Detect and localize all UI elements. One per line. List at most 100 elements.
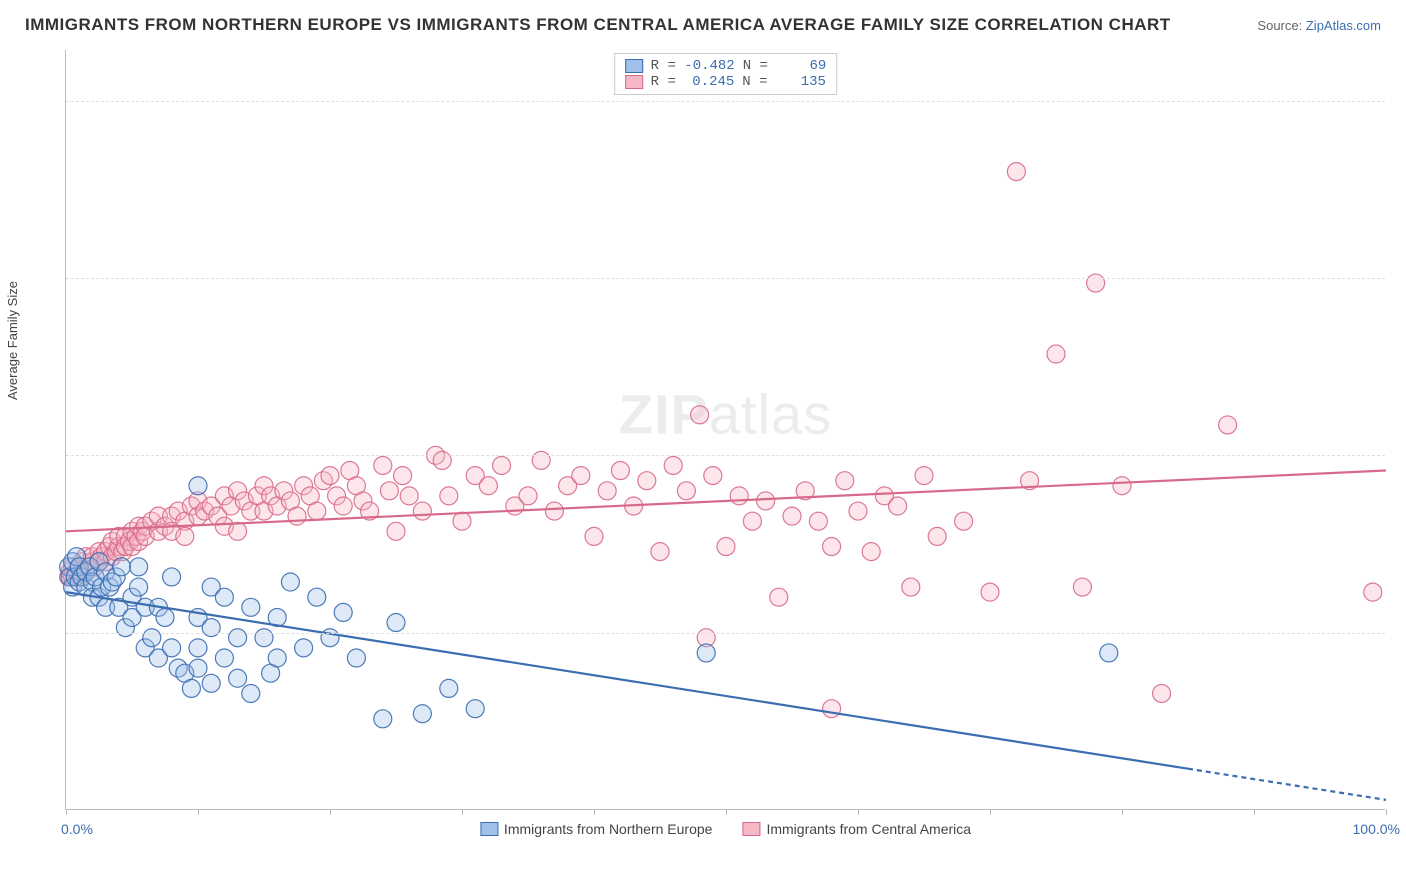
scatter-point (743, 512, 761, 530)
source-attribution: Source: ZipAtlas.com (1257, 18, 1381, 33)
scatter-point (757, 492, 775, 510)
scatter-point (823, 700, 841, 718)
scatter-point (915, 467, 933, 485)
scatter-point (189, 639, 207, 657)
scatter-point (1047, 345, 1065, 363)
scatter-point (479, 477, 497, 495)
scatter-point (1153, 684, 1171, 702)
scatter-point (308, 588, 326, 606)
scatter-point (334, 603, 352, 621)
r-value-1: -0.482 (684, 58, 734, 74)
scatter-point (229, 522, 247, 540)
legend-row-series-1: R = -0.482 N = 69 (625, 58, 827, 74)
y-axis-label: Average Family Size (5, 281, 20, 400)
scatter-point (651, 543, 669, 561)
scatter-point (1113, 477, 1131, 495)
series-1-label: Immigrants from Northern Europe (504, 821, 713, 837)
scatter-point (112, 558, 130, 576)
correlation-legend: R = -0.482 N = 69 R = 0.245 N = 135 (614, 53, 838, 95)
scatter-point (453, 512, 471, 530)
trend-line-dashed (1188, 769, 1386, 800)
scatter-point (1087, 274, 1105, 292)
scatter-point (347, 649, 365, 667)
swatch-pink-icon (742, 822, 760, 836)
scatter-point (229, 629, 247, 647)
scatter-point (1073, 578, 1091, 596)
scatter-point (215, 588, 233, 606)
scatter-point (928, 527, 946, 545)
scatter-point (295, 639, 313, 657)
scatter-point (1364, 583, 1382, 601)
scatter-point (242, 598, 260, 616)
scatter-point (374, 710, 392, 728)
legend-row-series-2: R = 0.245 N = 135 (625, 74, 827, 90)
scatter-point (143, 629, 161, 647)
scatter-point (334, 497, 352, 515)
source-link[interactable]: ZipAtlas.com (1306, 18, 1381, 33)
scatter-point (1100, 644, 1118, 662)
scatter-point (281, 573, 299, 591)
n-value-2: 135 (776, 74, 826, 90)
scatter-point (440, 487, 458, 505)
legend-item-1: Immigrants from Northern Europe (480, 821, 713, 837)
scatter-point (638, 472, 656, 490)
scatter-point (374, 456, 392, 474)
scatter-point (163, 568, 181, 586)
series-2-label: Immigrants from Central America (766, 821, 971, 837)
scatter-point (163, 639, 181, 657)
scatter-point (889, 497, 907, 515)
scatter-point (413, 705, 431, 723)
scatter-point (585, 527, 603, 545)
scatter-point (532, 451, 550, 469)
swatch-blue-icon (480, 822, 498, 836)
scatter-point (215, 649, 233, 667)
scatter-point (704, 467, 722, 485)
scatter-point (809, 512, 827, 530)
scatter-point (156, 608, 174, 626)
scatter-point (202, 674, 220, 692)
scatter-point (440, 679, 458, 697)
swatch-pink (625, 75, 643, 89)
scatter-point (182, 679, 200, 697)
scatter-point (202, 619, 220, 637)
scatter-point (836, 472, 854, 490)
scatter-point (1007, 163, 1025, 181)
legend-item-2: Immigrants from Central America (742, 821, 971, 837)
scatter-point (130, 558, 148, 576)
series-legend: Immigrants from Northern Europe Immigran… (480, 821, 971, 837)
scatter-point (268, 649, 286, 667)
scatter-point (730, 487, 748, 505)
scatter-point (321, 467, 339, 485)
scatter-point (849, 502, 867, 520)
scatter-point (380, 482, 398, 500)
scatter-point (189, 477, 207, 495)
scatter-point (691, 406, 709, 424)
chart-plot-area: ZIPatlas R = -0.482 N = 69 R = 0.245 N =… (65, 50, 1385, 810)
scatter-point (493, 456, 511, 474)
scatter-point (255, 629, 273, 647)
scatter-point (697, 644, 715, 662)
scatter-point (572, 467, 590, 485)
scatter-point (783, 507, 801, 525)
scatter-point (189, 659, 207, 677)
scatter-point (242, 684, 260, 702)
y-tick-label: 8.00 (1390, 93, 1406, 109)
chart-title: IMMIGRANTS FROM NORTHERN EUROPE VS IMMIG… (25, 15, 1171, 35)
scatter-point (466, 700, 484, 718)
scatter-point (387, 522, 405, 540)
scatter-point (611, 462, 629, 480)
scatter-point (288, 507, 306, 525)
scatter-point (862, 543, 880, 561)
scatter-point (770, 588, 788, 606)
scatter-point (598, 482, 616, 500)
scatter-point (433, 451, 451, 469)
scatter-svg (66, 50, 1385, 809)
x-axis-start: 0.0% (61, 821, 93, 837)
scatter-point (130, 578, 148, 596)
scatter-point (308, 502, 326, 520)
scatter-point (981, 583, 999, 601)
scatter-point (717, 538, 735, 556)
scatter-point (229, 669, 247, 687)
scatter-point (1219, 416, 1237, 434)
scatter-point (677, 482, 695, 500)
